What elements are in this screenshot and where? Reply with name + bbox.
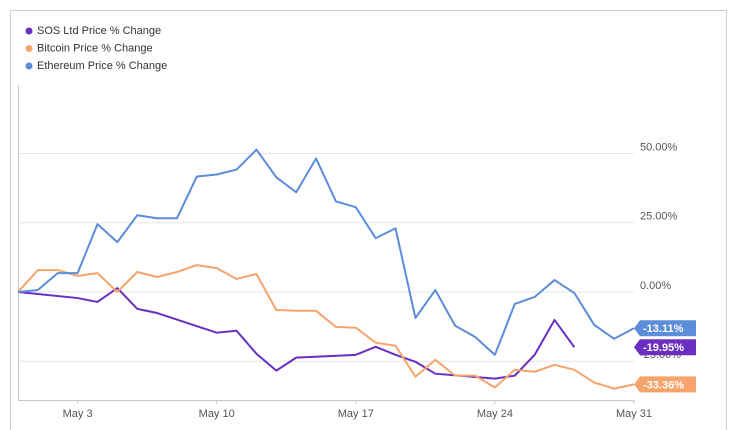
x-tick-label: May 31 xyxy=(616,408,652,420)
legend-label: Bitcoin Price % Change xyxy=(37,42,153,54)
legend-marker xyxy=(25,27,33,35)
badge-shape xyxy=(634,339,696,356)
legend-marker xyxy=(25,45,33,52)
legend: SOS Ltd Price % Change Bitcoin Price % Ch… xyxy=(25,25,167,72)
badge-shape xyxy=(634,320,696,337)
series-line xyxy=(17,264,635,390)
legend-marker xyxy=(25,62,33,70)
frame xyxy=(10,10,727,430)
badge-label: -33.36% xyxy=(643,379,684,391)
badge-label: -19.95% xyxy=(643,342,684,354)
badge-shape xyxy=(634,376,696,393)
end-badge: -33.36% xyxy=(634,376,696,393)
x-tick-label: May 24 xyxy=(477,408,513,420)
badge-label: -13.11% xyxy=(643,323,684,335)
grid xyxy=(18,152,634,362)
legend-label: Ethereum Price % Change xyxy=(37,60,167,72)
y-tick-label: 50.00% xyxy=(640,141,678,153)
y-tick-label: 25.00% xyxy=(640,211,678,223)
x-tick-label: May 17 xyxy=(338,408,374,420)
x-tick-label: May 10 xyxy=(199,408,235,420)
series-line xyxy=(17,287,576,380)
series-line xyxy=(17,148,635,356)
lines xyxy=(17,148,635,390)
x-tick-label: May 3 xyxy=(63,408,93,420)
end-badge: -13.11% xyxy=(634,320,696,337)
y-tick-label: 0.00% xyxy=(640,280,671,292)
end-badge: -19.95% xyxy=(634,339,696,356)
legend-label: SOS Ltd Price % Change xyxy=(37,25,161,37)
